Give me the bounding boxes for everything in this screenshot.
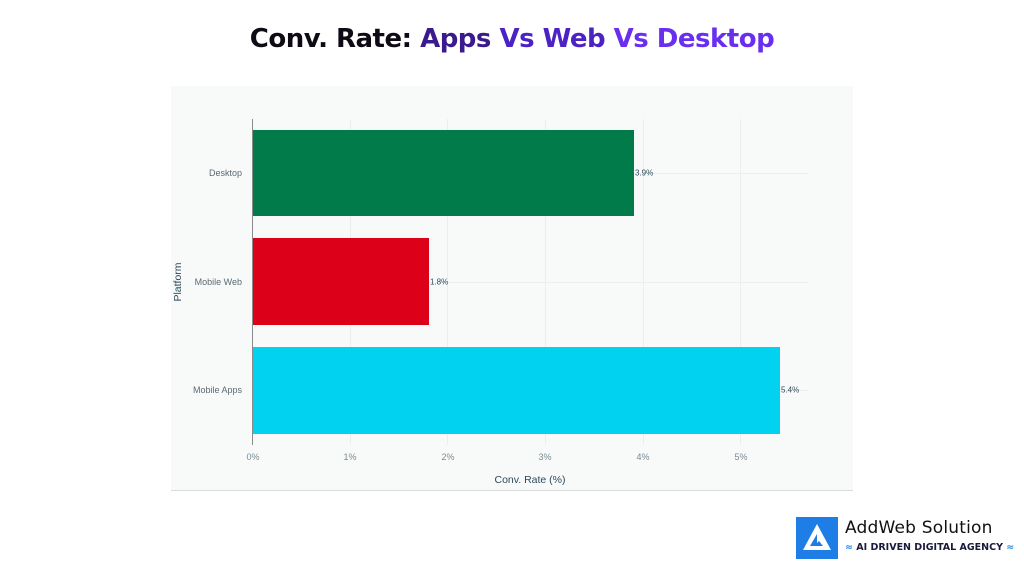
chart-title: Conv. Rate: Apps Vs Web Vs Desktop	[0, 24, 1024, 54]
title-part-4: Vs Desktop	[613, 24, 775, 54]
category-label: Desktop	[208, 168, 242, 178]
x-tick-label: 3%	[538, 452, 552, 462]
x-tick-label: 4%	[636, 452, 650, 462]
category-label: Mobile Apps	[192, 385, 242, 395]
bar-value-label: 1.8%	[430, 277, 449, 287]
gridline-y-mobile-web	[252, 282, 808, 283]
category-label: Mobile Web	[194, 277, 242, 287]
x-axis-title: Conv. Rate (%)	[494, 474, 566, 486]
y-axis-title: Platform	[172, 262, 184, 302]
wave-icon: ≈	[845, 542, 857, 553]
x-tick-label: 5%	[734, 452, 748, 462]
tagline-text: AI DRIVEN DIGITAL AGENCY	[856, 542, 1003, 553]
title-part-2: Apps	[420, 24, 500, 54]
bar-value-label: 5.4%	[781, 385, 800, 395]
title-part-1: Conv. Rate:	[249, 24, 421, 54]
x-tick-label: 0%	[246, 452, 260, 462]
x-tick-label: 2%	[441, 452, 455, 462]
brand-tagline: ≈ AI DRIVEN DIGITAL AGENCY ≈	[845, 542, 1014, 553]
title-part-3: Vs Web	[499, 24, 614, 54]
y-axis-line	[252, 119, 253, 445]
wave-icon: ≈	[1002, 542, 1015, 553]
plot-area: 3.9% 1.8% 5.4%	[252, 119, 808, 445]
brand-name: AddWeb Solution	[845, 518, 993, 538]
bar-mobile-apps[interactable]	[253, 347, 780, 434]
bar-desktop[interactable]	[253, 130, 634, 216]
bar-mobile-web[interactable]	[253, 238, 429, 325]
bar-value-label: 3.9%	[635, 168, 654, 178]
addweb-logo-icon	[796, 517, 838, 559]
x-tick-label: 1%	[343, 452, 357, 462]
